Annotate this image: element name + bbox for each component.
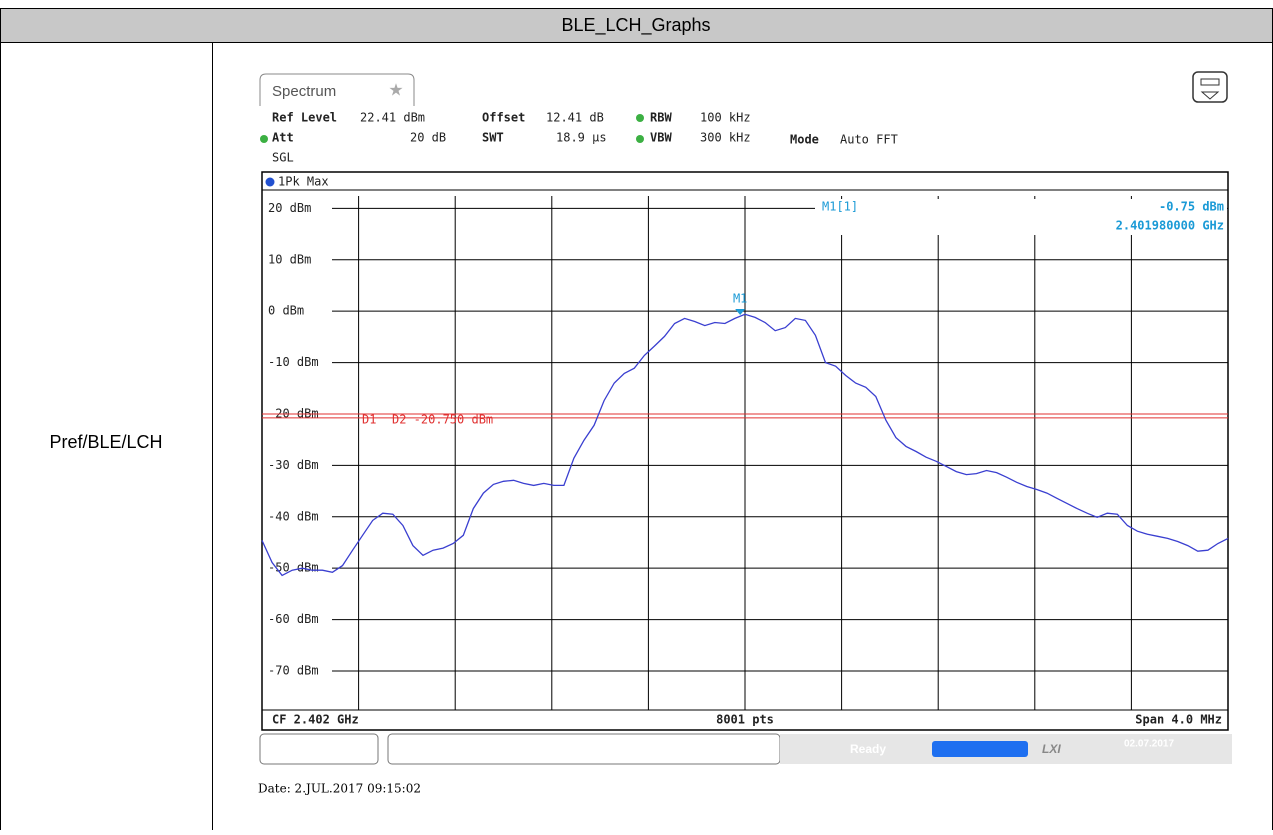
setting-key: VBW [650,131,672,145]
setting-key: Offset [482,111,525,125]
logo: LXI [1042,742,1061,756]
setting-value: Auto FFT [840,133,898,147]
status-field [387,733,781,765]
sweep-mode: SGL [272,151,294,165]
menu-glyph [1200,78,1220,86]
points: 8001 pts [716,713,774,727]
trace [261,313,1229,577]
y-tick-label: 10 dBm [268,252,311,266]
y-tick-label: 20 dBm [268,201,311,215]
y-tick-label: -70 dBm [268,663,319,677]
menu-icon [1192,71,1228,103]
y-tick-label: -30 dBm [268,458,319,472]
setting-value: 20 dB [410,131,446,145]
trace-label: 1Pk Max [278,175,329,189]
status-dot [636,135,644,143]
setting-key: Att [272,131,294,145]
setting-value: 22.41 dBm [360,111,425,125]
date: Date: 2.JUL.2017 09:15:02 [258,782,421,796]
y-tick-label: -40 dBm [268,509,319,523]
span: Span 4.0 MHz [1135,713,1222,727]
marker-info-bg [815,199,1227,235]
y-tick-label: -60 dBm [268,612,319,626]
y-tick-label: -10 dBm [268,355,319,369]
status-dot [260,135,268,143]
y-tick-label: -50 dBm [268,561,319,575]
display-line-label: D2 -20.750 dBm [392,412,493,426]
tab-label: Spectrum [272,83,336,100]
status-date: 02.07.2017 [1124,739,1174,750]
center-frequency: CF 2.402 GHz [272,713,359,727]
marker-name: M1[1] [822,200,858,214]
status-text: Ready [850,742,886,756]
tab [259,73,415,106]
table-header [0,8,1273,43]
setting-value: 12.41 dB [546,111,604,125]
setting-value: 100 kHz [700,111,751,125]
marker-label: M1 [733,292,747,306]
table-title: BLE_LCH_Graphs [561,15,710,36]
display-line-label: D1 [362,412,376,426]
y-tick-label: 0 dBm [268,304,304,318]
marker [735,309,746,316]
row-label: Pref/BLE/LCH [49,432,162,452]
trace-dot [265,177,275,187]
setting-key: Mode [790,133,819,147]
setting-value: 18.9 µs [556,131,607,145]
pin-icon: ★ [388,80,403,99]
menu-arrow [1200,91,1220,100]
marker-frequency: 2.401980000 GHz [1116,219,1224,233]
setting-key: RBW [650,111,672,125]
progress-bar [932,741,1028,757]
setting-value: 300 kHz [700,131,751,145]
setting-key: SWT [482,131,504,145]
setting-key: Ref Level [272,111,337,125]
marker-value: -0.75 dBm [1159,200,1224,214]
status-dot [636,114,644,122]
status-field [259,733,379,765]
